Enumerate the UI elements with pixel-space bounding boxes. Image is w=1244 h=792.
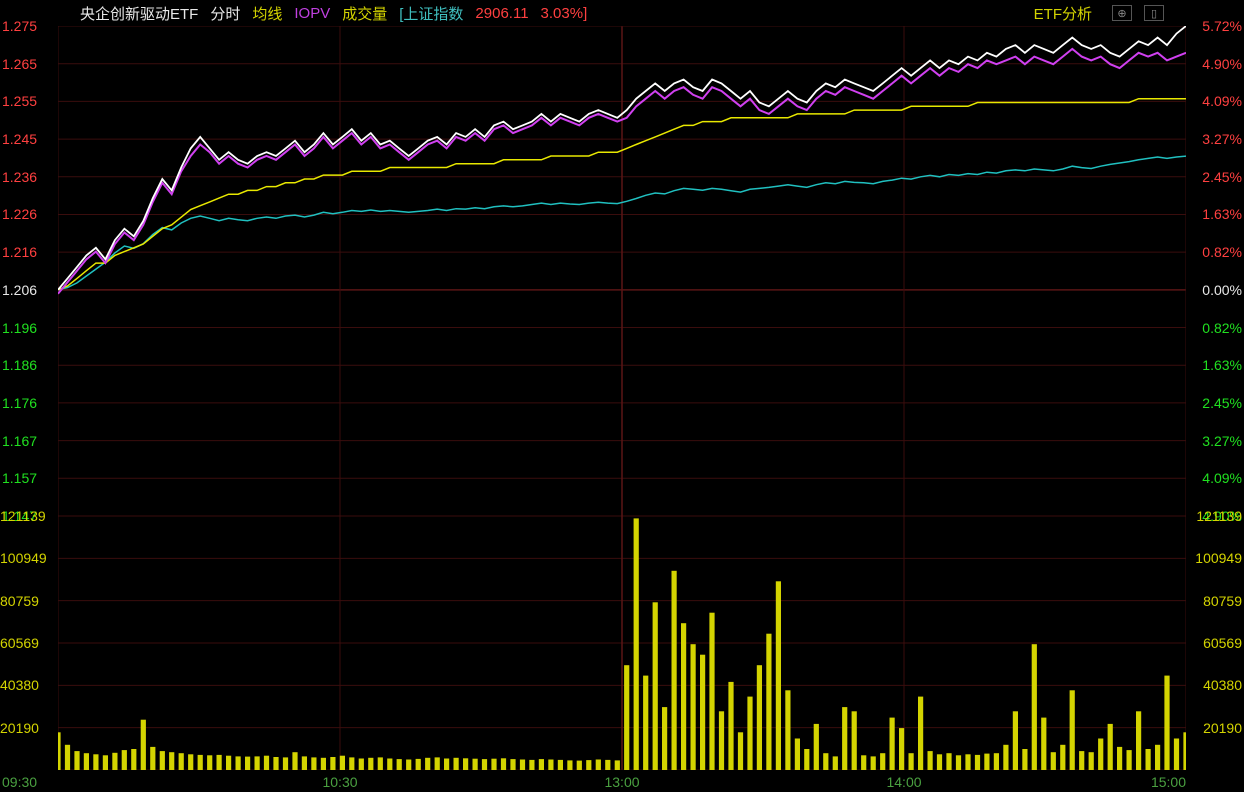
etf-analysis-link[interactable]: ETF分析 [1034,3,1092,24]
legend-index-value: 2906.11 [475,5,528,22]
legend-iopv: IOPV [294,5,330,22]
vol-right-tick: 20190 [1203,720,1242,736]
legend-fenshi: 分时 [210,3,240,24]
y-right-tick: 3.27% [1202,131,1242,147]
x-tick: 13:00 [604,774,639,790]
y-right-tick: 2.45% [1202,169,1242,185]
y-left-tick: 1.206 [2,282,37,298]
x-tick: 15:00 [1151,774,1186,790]
x-axis: 09:30 10:30 13:00 14:00 15:00 [0,770,1244,792]
toggle-icon[interactable]: ▯ [1144,5,1164,21]
vol-right-tick: 80759 [1203,593,1242,609]
y-left-tick: 1.147 [2,508,37,524]
y-left-tick: 1.167 [2,433,37,449]
y-left-tick: 1.255 [2,93,37,109]
vol-left-tick: 100949 [0,550,47,566]
y-right-tick: 0.82% [1202,244,1242,260]
y-right-tick: 1.63% [1202,206,1242,222]
y-axis-right: 5.72%4.90%4.09%3.27%2.45%1.63%0.82%0.00%… [1186,26,1244,770]
y-left-tick: 1.236 [2,169,37,185]
legend-index-pct: 3.03%] [541,5,588,22]
x-tick: 14:00 [886,774,921,790]
vol-right-tick: 60569 [1203,635,1242,651]
y-right-tick: 4.09% [1202,470,1242,486]
legend-junxian: 均线 [252,3,282,24]
vol-left-tick: 60569 [0,635,39,651]
y-left-tick: 1.196 [2,320,37,336]
y-right-tick: 3.27% [1202,433,1242,449]
y-left-tick: 1.186 [2,357,37,373]
instrument-title: 央企创新驱动ETF [80,3,198,24]
vol-right-tick: 40380 [1203,677,1242,693]
y-left-tick: 1.176 [2,395,37,411]
y-right-tick: 2.45% [1202,395,1242,411]
y-right-tick: 4.90% [1202,508,1242,524]
legend-index-label: [上证指数 [399,3,463,24]
y-right-tick: 0.82% [1202,320,1242,336]
vol-left-tick: 121139 [0,508,46,524]
y-right-tick: 4.09% [1202,93,1242,109]
expand-icon[interactable]: ⊕ [1112,5,1132,21]
y-left-tick: 1.226 [2,206,37,222]
y-left-tick: 1.157 [2,470,37,486]
legend-volume: 成交量 [342,3,387,24]
vol-right-tick: 100949 [1195,550,1242,566]
vol-left-tick: 40380 [0,677,39,693]
y-left-tick: 1.216 [2,244,37,260]
vol-right-tick: 121139 [1196,508,1242,524]
vol-left-tick: 20190 [0,720,39,736]
y-right-tick: 1.63% [1202,357,1242,373]
y-axis-left: 1.2751.2651.2551.2451.2361.2261.2161.206… [0,26,58,770]
chart-header: 央企创新驱动ETF 分时 均线 IOPV 成交量 [上证指数 2906.11 3… [0,0,1244,26]
x-tick: 10:30 [322,774,357,790]
x-tick: 09:30 [2,774,37,790]
vol-left-tick: 80759 [0,593,39,609]
y-left-tick: 1.245 [2,131,37,147]
volume-plot [58,516,1186,770]
price-plot [58,26,1186,516]
y-right-tick: 0.00% [1202,282,1242,298]
chart-area[interactable]: 1.2751.2651.2551.2451.2361.2261.2161.206… [0,26,1244,770]
y-right-tick: 4.90% [1202,56,1242,72]
y-left-tick: 1.265 [2,56,37,72]
